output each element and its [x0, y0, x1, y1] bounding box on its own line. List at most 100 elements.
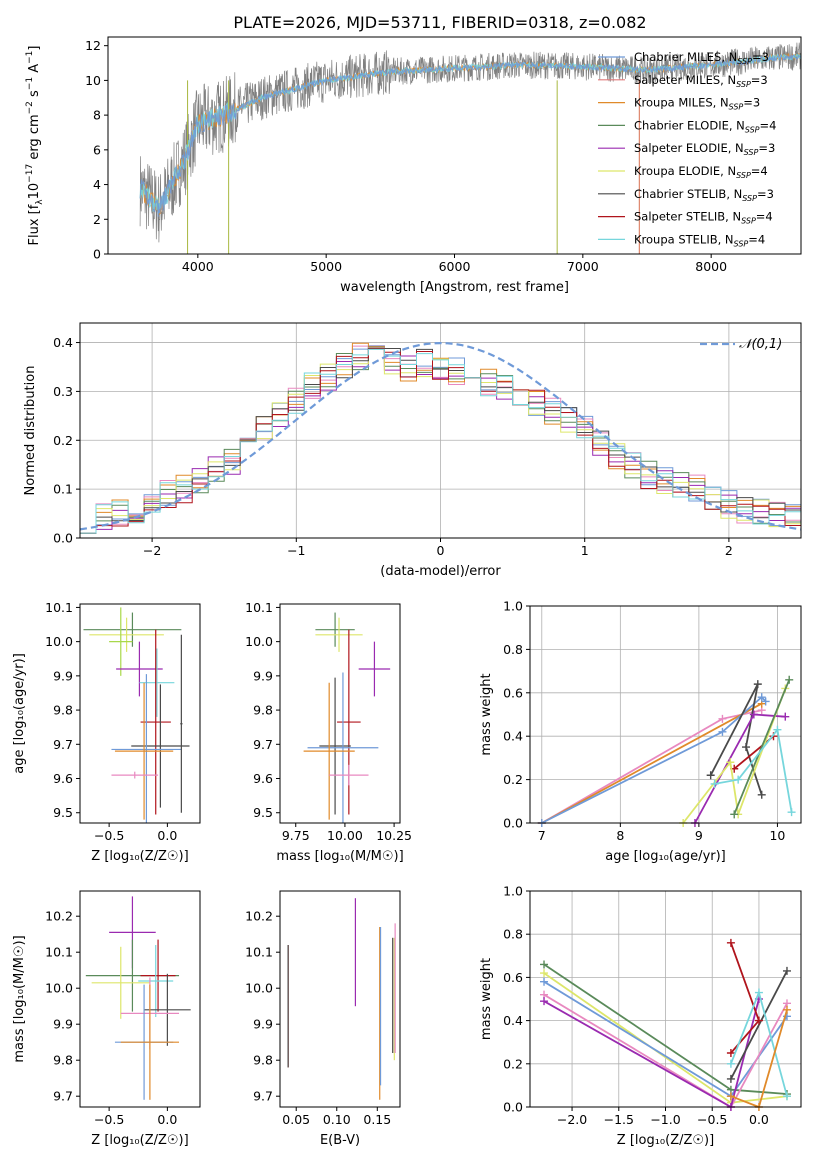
x-tick-label: 0.0 — [157, 828, 177, 843]
y-tick-label: 0.2 — [503, 1056, 523, 1071]
y-tick-label: 9.7 — [53, 1089, 73, 1104]
weight-marker — [726, 938, 735, 947]
weight-marker — [726, 1059, 735, 1068]
plot-area — [80, 341, 801, 538]
plot-area — [287, 898, 396, 1100]
legend-label: Salpeter MILES, NSSP=3 — [634, 73, 768, 89]
weight-marker — [706, 771, 715, 780]
x-tick-label: 10.25 — [376, 828, 412, 843]
histogram-step — [80, 348, 801, 538]
y-tick-label: 9.9 — [253, 668, 273, 683]
y-tick-label: 9.8 — [253, 703, 273, 718]
weight-marker — [726, 1074, 735, 1083]
axes-frame — [279, 890, 401, 1108]
y-tick-label: 0.0 — [503, 816, 523, 831]
plot-area — [85, 896, 191, 1100]
x-tick-label: −2 — [143, 543, 161, 558]
weight-marker — [773, 725, 782, 734]
y-tick-label: 9.8 — [253, 1053, 273, 1068]
y-tick-label: 6 — [93, 142, 101, 157]
x-tick-label: 1 — [581, 543, 589, 558]
weight-marker — [540, 960, 549, 969]
axes-frame — [107, 36, 802, 255]
legend-label: Salpeter ELODIE, NSSP=3 — [634, 141, 775, 157]
y-tick-label: 9.7 — [253, 1089, 273, 1104]
weight-marker — [757, 790, 766, 799]
weight-marker — [749, 710, 758, 719]
legend-label: Kroupa ELODIE, NSSP=4 — [634, 164, 768, 180]
weight-line — [730, 942, 760, 1054]
weight-marker — [754, 1016, 763, 1025]
weight-marker — [726, 1049, 735, 1057]
weight-marker — [540, 977, 549, 986]
y-tick-label: 9.5 — [53, 805, 73, 820]
y-tick-label: 0.8 — [503, 642, 523, 657]
x-tick-label: 0.15 — [363, 1112, 391, 1127]
x-tick-label: −0.5 — [94, 828, 124, 843]
x-tick-label: 2 — [725, 543, 733, 558]
x-tick-label: 10.00 — [327, 828, 363, 843]
y-tick-label: 10.1 — [45, 945, 73, 960]
y-tick-label: 0.2 — [503, 772, 523, 787]
y-tick-label: 9.8 — [53, 703, 73, 718]
y-tick-label: 0.3 — [53, 384, 73, 399]
weight-line — [541, 702, 763, 824]
y-tick-label: 8 — [93, 108, 101, 123]
y-tick-label: 0.8 — [503, 927, 523, 942]
y-tick-label: 10.1 — [245, 945, 273, 960]
x-tick-label: −2.0 — [557, 1112, 587, 1127]
weight-line — [730, 970, 788, 1080]
y-axis-label: mass weight — [479, 673, 494, 755]
y-tick-label: 10.0 — [45, 634, 73, 649]
weight-line — [682, 688, 787, 824]
y-tick-label: 10.0 — [45, 981, 73, 996]
legend-label: Chabrier STELIB, NSSP=3 — [634, 187, 774, 203]
y-axis-label: mass weight — [479, 958, 494, 1040]
y-tick-label: 9.8 — [53, 1053, 73, 1068]
x-axis-label: Z [log₁₀(Z/Z☉)] — [91, 849, 188, 864]
x-tick-label: 7000 — [567, 259, 599, 274]
x-tick-label: 6000 — [439, 259, 471, 274]
weight-marker — [753, 680, 762, 689]
weight-marker — [540, 997, 549, 1006]
x-tick-label: −0.5 — [94, 1112, 124, 1127]
weight-marker — [782, 1005, 791, 1014]
spectrum-model-line — [139, 54, 801, 217]
x-tick-label: 9.75 — [282, 828, 310, 843]
x-tick-label: 9 — [695, 828, 703, 843]
y-tick-label: 0.2 — [53, 433, 73, 448]
x-tick-label: 7 — [538, 828, 546, 843]
x-tick-label: 0.0 — [157, 1112, 177, 1127]
weight-line — [733, 679, 791, 815]
weight-marker — [718, 714, 727, 723]
y-tick-label: 0.0 — [503, 1100, 523, 1115]
y-tick-label: 10 — [85, 73, 101, 88]
y-axis-label: Flux [fλ10−17 erg cm−2 s−1 A−1] — [25, 46, 45, 246]
weight-marker — [782, 966, 791, 975]
y-tick-label: 0.6 — [503, 970, 523, 985]
weight-marker — [710, 779, 719, 788]
weight-line — [543, 998, 760, 1109]
weight-marker — [761, 697, 770, 706]
weight-line — [714, 727, 793, 813]
legend-label: Salpeter STELIB, NSSP=4 — [634, 210, 773, 226]
weight-marker — [781, 712, 790, 721]
weight-marker — [785, 675, 794, 684]
y-tick-label: 10.2 — [245, 909, 273, 924]
plot-area — [139, 42, 801, 254]
histogram-step — [80, 348, 801, 538]
plot-area — [303, 612, 391, 823]
x-tick-label: −1.0 — [650, 1112, 680, 1127]
axes-frame — [79, 890, 201, 1108]
spectrum-data-line — [139, 42, 801, 243]
weight-marker — [782, 1092, 791, 1101]
y-tick-label: 9.9 — [53, 668, 73, 683]
y-tick-label: 9.6 — [253, 771, 273, 786]
weight-marker — [757, 693, 766, 702]
axes-frame — [79, 603, 201, 824]
x-tick-label: 10 — [769, 828, 785, 843]
normal-curve — [80, 341, 801, 531]
y-tick-label: 0.1 — [53, 482, 73, 497]
y-tick-label: 0.4 — [503, 729, 523, 744]
